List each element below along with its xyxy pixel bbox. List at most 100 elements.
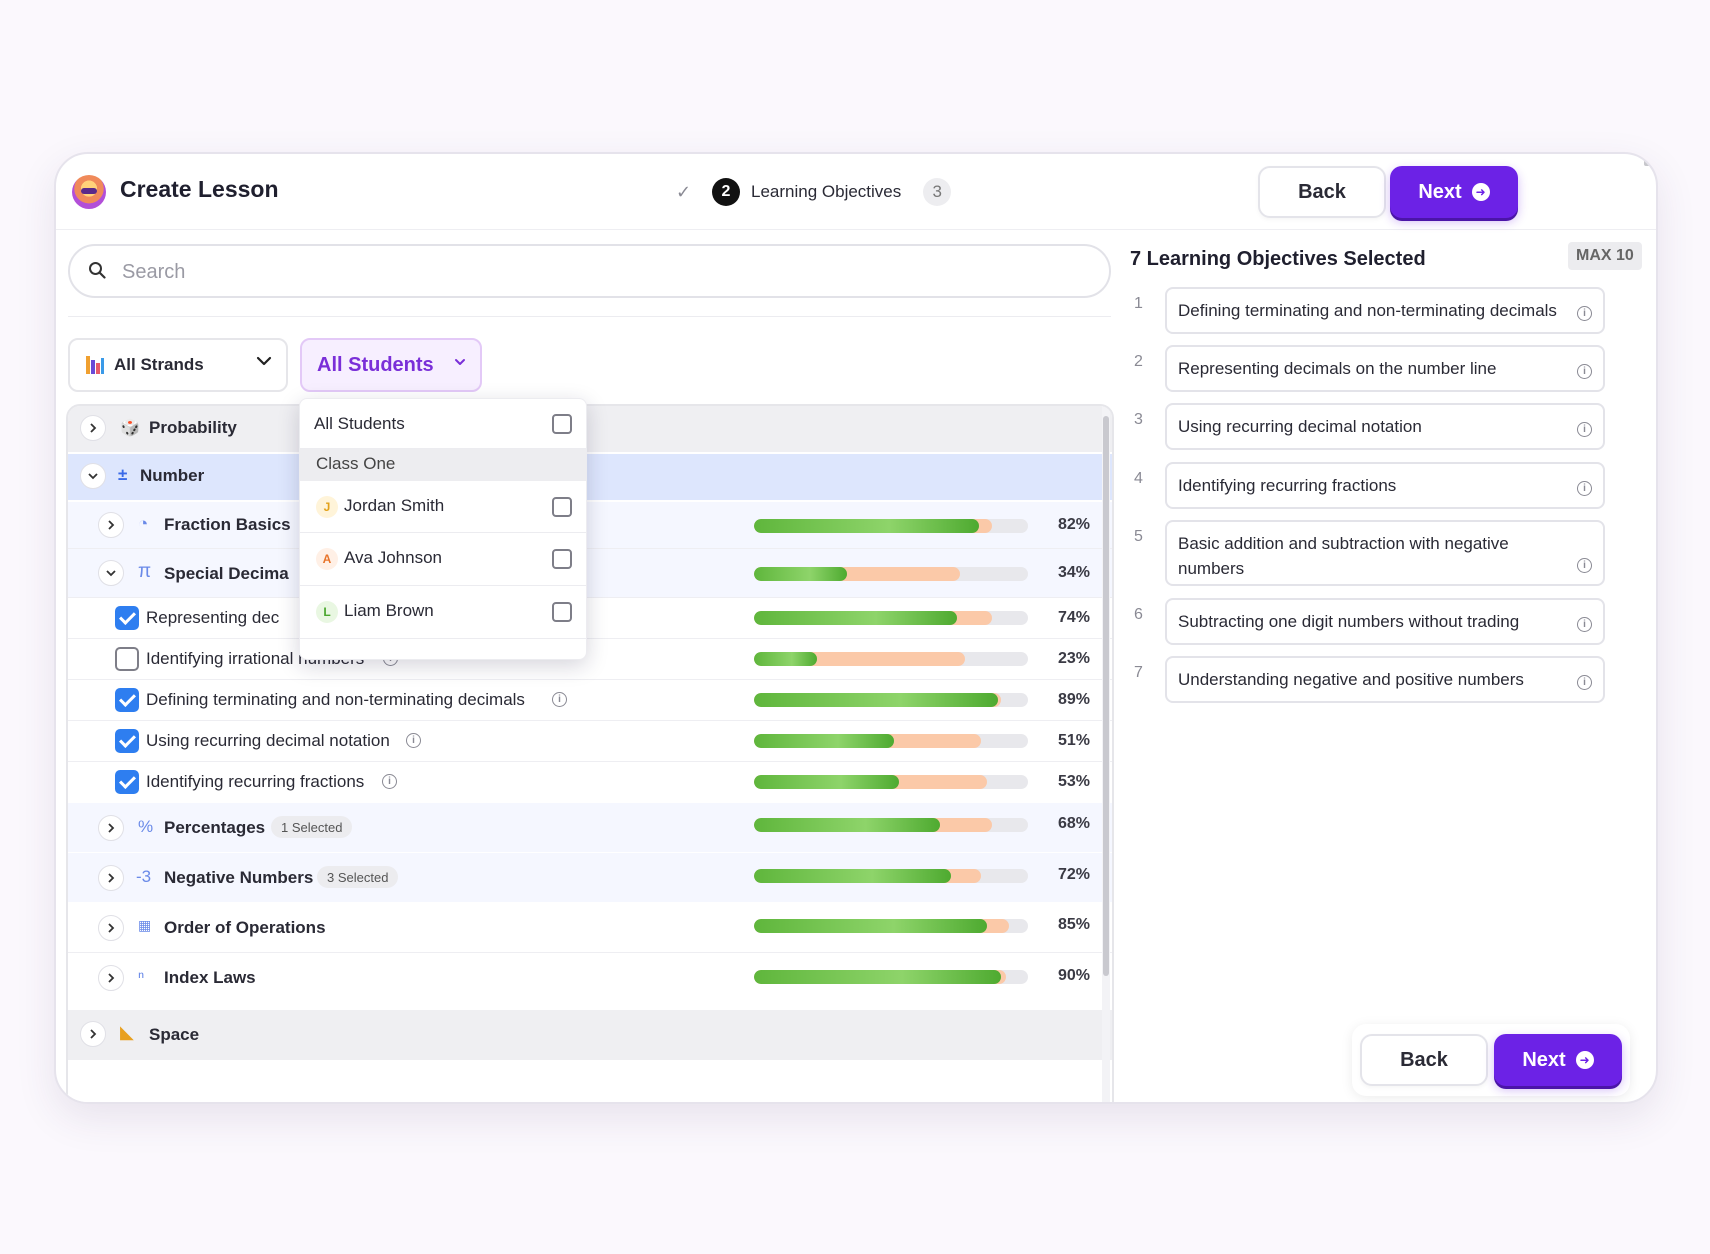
objective-row[interactable]: Identifying irrational numbers i 23%	[68, 639, 1112, 679]
progress-percent: 72%	[1057, 866, 1090, 883]
progress-percent: 51%	[1057, 732, 1090, 749]
topic-label: Negative Numbers	[164, 868, 314, 887]
search-bar[interactable]	[68, 244, 1111, 298]
student-name: Ava Johnson	[344, 548, 442, 567]
option-checkbox[interactable]	[552, 497, 572, 517]
selected-objective[interactable]: Understanding negative and positive numb…	[1165, 656, 1605, 703]
progress-bar	[754, 734, 1028, 748]
info-icon[interactable]: i	[1577, 617, 1592, 632]
back-button[interactable]: Back	[1258, 166, 1386, 218]
objective-index: 2	[1134, 353, 1143, 370]
pie-icon: ◔	[138, 514, 149, 533]
selected-objective[interactable]: Identifying recurring fractions i	[1165, 462, 1605, 509]
chevron-right-icon[interactable]	[98, 815, 124, 841]
selected-objective[interactable]: Representing decimals on the number line…	[1165, 345, 1605, 392]
strand-row-number[interactable]: ± Number	[68, 454, 1112, 500]
chevron-right-icon[interactable]	[80, 415, 106, 441]
group-label: Class One	[316, 454, 396, 473]
search-input[interactable]	[122, 256, 1022, 288]
arrow-right-icon: ➜	[1471, 183, 1490, 201]
option-checkbox[interactable]	[552, 414, 572, 434]
selected-objective[interactable]: Basic addition and subtraction with nega…	[1165, 520, 1605, 586]
selected-objective[interactable]: Subtracting one digit numbers without tr…	[1165, 598, 1605, 645]
avatar: A	[316, 548, 338, 570]
max-badge: MAX 10	[1568, 242, 1642, 270]
arrow-right-icon: ➜	[1575, 1051, 1594, 1069]
info-icon[interactable]: i	[1577, 306, 1592, 321]
progress-bar	[754, 519, 1028, 533]
objective-row[interactable]: Representing dec 74%	[68, 598, 1112, 638]
strand-row-space[interactable]: ◣ Space	[68, 1010, 1112, 1060]
dropdown-option-all-students[interactable]: All Students	[300, 399, 586, 449]
scrollbar-thumb[interactable]	[1103, 416, 1109, 976]
objective-checkbox[interactable]	[115, 647, 139, 671]
chevron-right-icon[interactable]	[98, 915, 124, 941]
topic-label: Index Laws	[164, 968, 256, 987]
selected-objective-label: Using recurring decimal notation	[1178, 417, 1422, 436]
objective-row[interactable]: Identifying recurring fractions i 53%	[68, 762, 1112, 802]
next-button-label: Next	[1418, 180, 1462, 203]
objective-checkbox[interactable]	[115, 606, 139, 630]
objective-row[interactable]: Defining terminating and non-terminating…	[68, 680, 1112, 720]
topic-row[interactable]: % Percentages 1 Selected 68%	[68, 803, 1112, 852]
objective-label: Using recurring decimal notation	[146, 731, 390, 750]
dropdown-option-student[interactable]: A Ava Johnson	[300, 533, 586, 586]
info-icon[interactable]: i	[406, 733, 421, 748]
option-label: All Students	[314, 414, 405, 433]
progress-percent: 89%	[1057, 691, 1090, 708]
selected-count-badge: 1 Selected	[271, 816, 353, 838]
resize-grip[interactable]	[1644, 154, 1656, 166]
check-icon[interactable]: ✓	[676, 181, 692, 202]
chevron-down-icon	[256, 356, 272, 366]
progress-bar	[754, 567, 1028, 581]
topic-row[interactable]: ⁿ Index Laws 90%	[68, 953, 1112, 1003]
strand-label: Probability	[149, 418, 237, 437]
divider	[68, 761, 1112, 762]
info-icon[interactable]: i	[1577, 422, 1592, 437]
topic-label: Percentages	[164, 818, 266, 837]
info-icon[interactable]: i	[1577, 481, 1592, 496]
info-icon[interactable]: i	[1577, 558, 1592, 573]
objective-checkbox[interactable]	[115, 770, 139, 794]
dropdown-option-student[interactable]: L Liam Brown	[300, 586, 586, 639]
progress-bar	[754, 970, 1028, 984]
info-icon[interactable]: i	[1577, 675, 1592, 690]
divider	[68, 597, 1112, 598]
chevron-right-icon[interactable]	[98, 512, 124, 538]
grid-icon: ▦	[138, 917, 152, 933]
dropdown-group-header: Class One	[300, 449, 586, 481]
selected-objective-label: Subtracting one digit numbers without tr…	[1178, 612, 1520, 631]
chevron-right-icon[interactable]	[98, 865, 124, 891]
topic-row[interactable]: π Special Decima 34%	[68, 549, 1112, 597]
strand-row-probability[interactable]: 🎲 Probability	[68, 406, 1112, 452]
option-checkbox[interactable]	[552, 549, 572, 569]
chevron-down-icon[interactable]	[80, 463, 106, 489]
info-icon[interactable]: i	[552, 692, 567, 707]
selected-objective[interactable]: Using recurring decimal notation i	[1165, 403, 1605, 450]
topic-row[interactable]: ◔ Fraction Basics 82%	[68, 502, 1112, 548]
next-button[interactable]: Next ➜	[1390, 166, 1518, 218]
objective-row[interactable]: Using recurring decimal notation i 51%	[68, 721, 1112, 761]
info-icon[interactable]: i	[382, 774, 397, 789]
step-next-number[interactable]: 3	[923, 178, 952, 206]
footer-next-button[interactable]: Next ➜	[1494, 1034, 1622, 1086]
footer-back-button[interactable]: Back	[1360, 1034, 1488, 1086]
students-filter[interactable]: All Students	[300, 338, 482, 392]
chevron-down-icon[interactable]	[98, 560, 124, 586]
option-checkbox[interactable]	[552, 602, 572, 622]
chevron-right-icon[interactable]	[80, 1021, 106, 1047]
student-name: Jordan Smith	[344, 496, 445, 515]
progress-bar	[754, 775, 1028, 789]
selected-objective[interactable]: Defining terminating and non-terminating…	[1165, 287, 1605, 334]
info-icon[interactable]: i	[1577, 364, 1592, 379]
search-icon	[89, 262, 106, 279]
dropdown-option-student[interactable]: J Jordan Smith	[300, 481, 586, 533]
back-button-label: Back	[1400, 1048, 1448, 1071]
topic-row[interactable]: -3 Negative Numbers 3 Selected 72%	[68, 853, 1112, 902]
progress-bar	[754, 652, 1028, 666]
topic-row[interactable]: ▦ Order of Operations 85%	[68, 903, 1112, 952]
strands-filter[interactable]: All Strands	[68, 338, 288, 392]
objective-checkbox[interactable]	[115, 729, 139, 753]
objective-checkbox[interactable]	[115, 688, 139, 712]
chevron-right-icon[interactable]	[98, 965, 124, 991]
